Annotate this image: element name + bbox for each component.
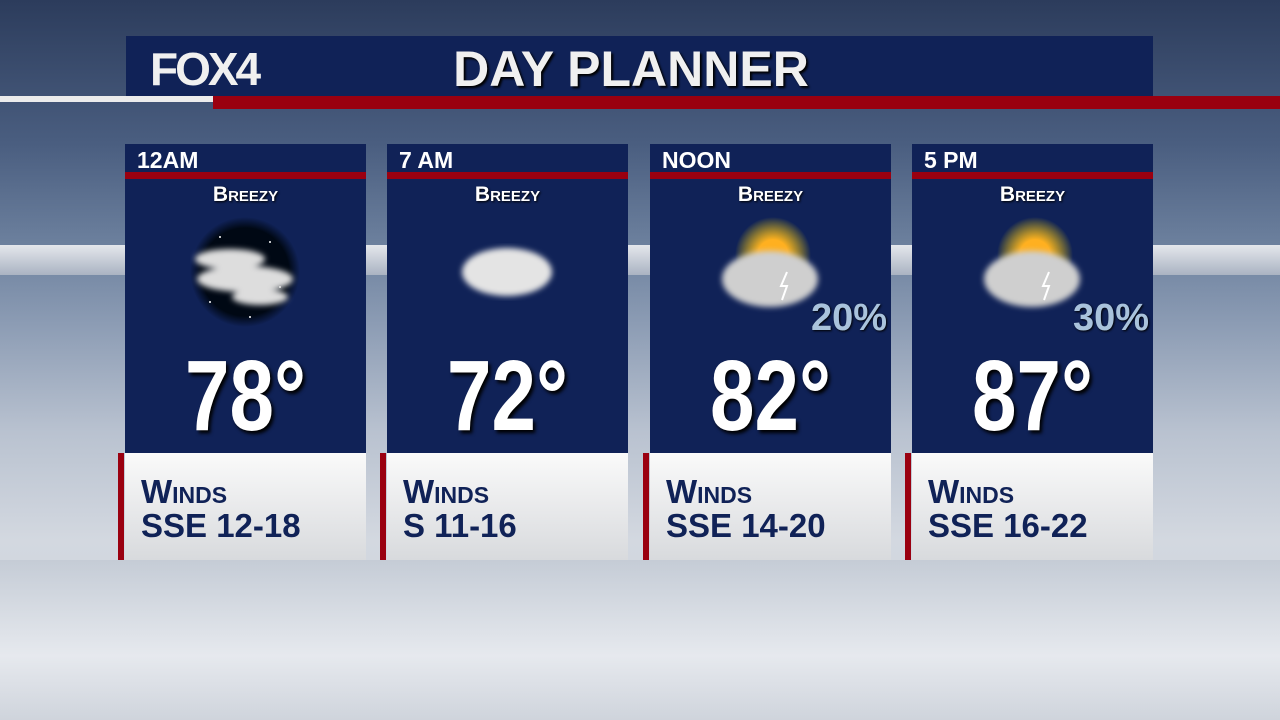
red-divider [125,172,366,179]
red-side-bar [380,453,386,560]
winds-panel: Winds SSE 14-20 [643,453,891,560]
time-label: 12AM [125,144,366,173]
forecast-card: 7 AM Breezy 72° Winds S 11-16 [380,144,628,560]
winds-panel: Winds S 11-16 [380,453,628,560]
fox4-logo: FOX4 [150,43,261,95]
partly-sunny-storm-icon [977,217,1087,327]
page-title: DAY PLANNER [453,41,809,97]
title-banner: FOX4 DAY PLANNER [126,36,1153,97]
forecast-card: NOON Breezy 20% 82° Winds SSE 14-20 [643,144,891,560]
condition-label: Breezy [737,183,804,206]
forecast-body: Breezy 72° [387,179,628,453]
precip-chance: 20% [810,297,887,339]
red-side-bar [118,453,124,560]
precip-chance: 30% [1072,297,1149,339]
forecast-body: Breezy 20% 82° [650,179,891,453]
winds-value: SSE 12-18 [141,507,301,544]
temperature: 82° [710,340,831,452]
temperature: 72° [447,340,568,452]
time-label: 5 PM [912,144,1153,173]
time-label: NOON [650,144,891,173]
red-accent-line [213,96,1280,109]
condition-label: Breezy [474,183,541,206]
winds-value: SSE 16-22 [928,507,1088,544]
temperature: 87° [972,340,1093,452]
winds-panel: Winds SSE 12-18 [118,453,366,560]
winds-value: SSE 14-20 [666,507,826,544]
night-cloudy-icon [190,217,300,327]
red-side-bar [643,453,649,560]
background-floor [0,560,1280,720]
forecast-card: 5 PM Breezy 30% 87° Winds SSE 16-22 [905,144,1153,560]
cloudy-icon [452,217,562,327]
winds-value: S 11-16 [403,507,517,544]
winds-label: Winds [403,473,490,510]
temperature: 78° [185,340,306,452]
time-label: 7 AM [387,144,628,173]
white-accent-line [0,96,213,102]
red-divider [912,172,1153,179]
forecast-card: 12AM Breezy 78° Winds SSE 12-18 [118,144,366,560]
forecast-body: Breezy 30% 87° [912,179,1153,453]
winds-label: Winds [141,473,228,510]
winds-label: Winds [928,473,1015,510]
partly-sunny-storm-icon [715,217,825,327]
red-divider [650,172,891,179]
red-side-bar [905,453,911,560]
condition-label: Breezy [212,183,279,206]
red-divider [387,172,628,179]
winds-label: Winds [666,473,753,510]
condition-label: Breezy [999,183,1066,206]
winds-panel: Winds SSE 16-22 [905,453,1153,560]
forecast-body: Breezy 78° [125,179,366,453]
